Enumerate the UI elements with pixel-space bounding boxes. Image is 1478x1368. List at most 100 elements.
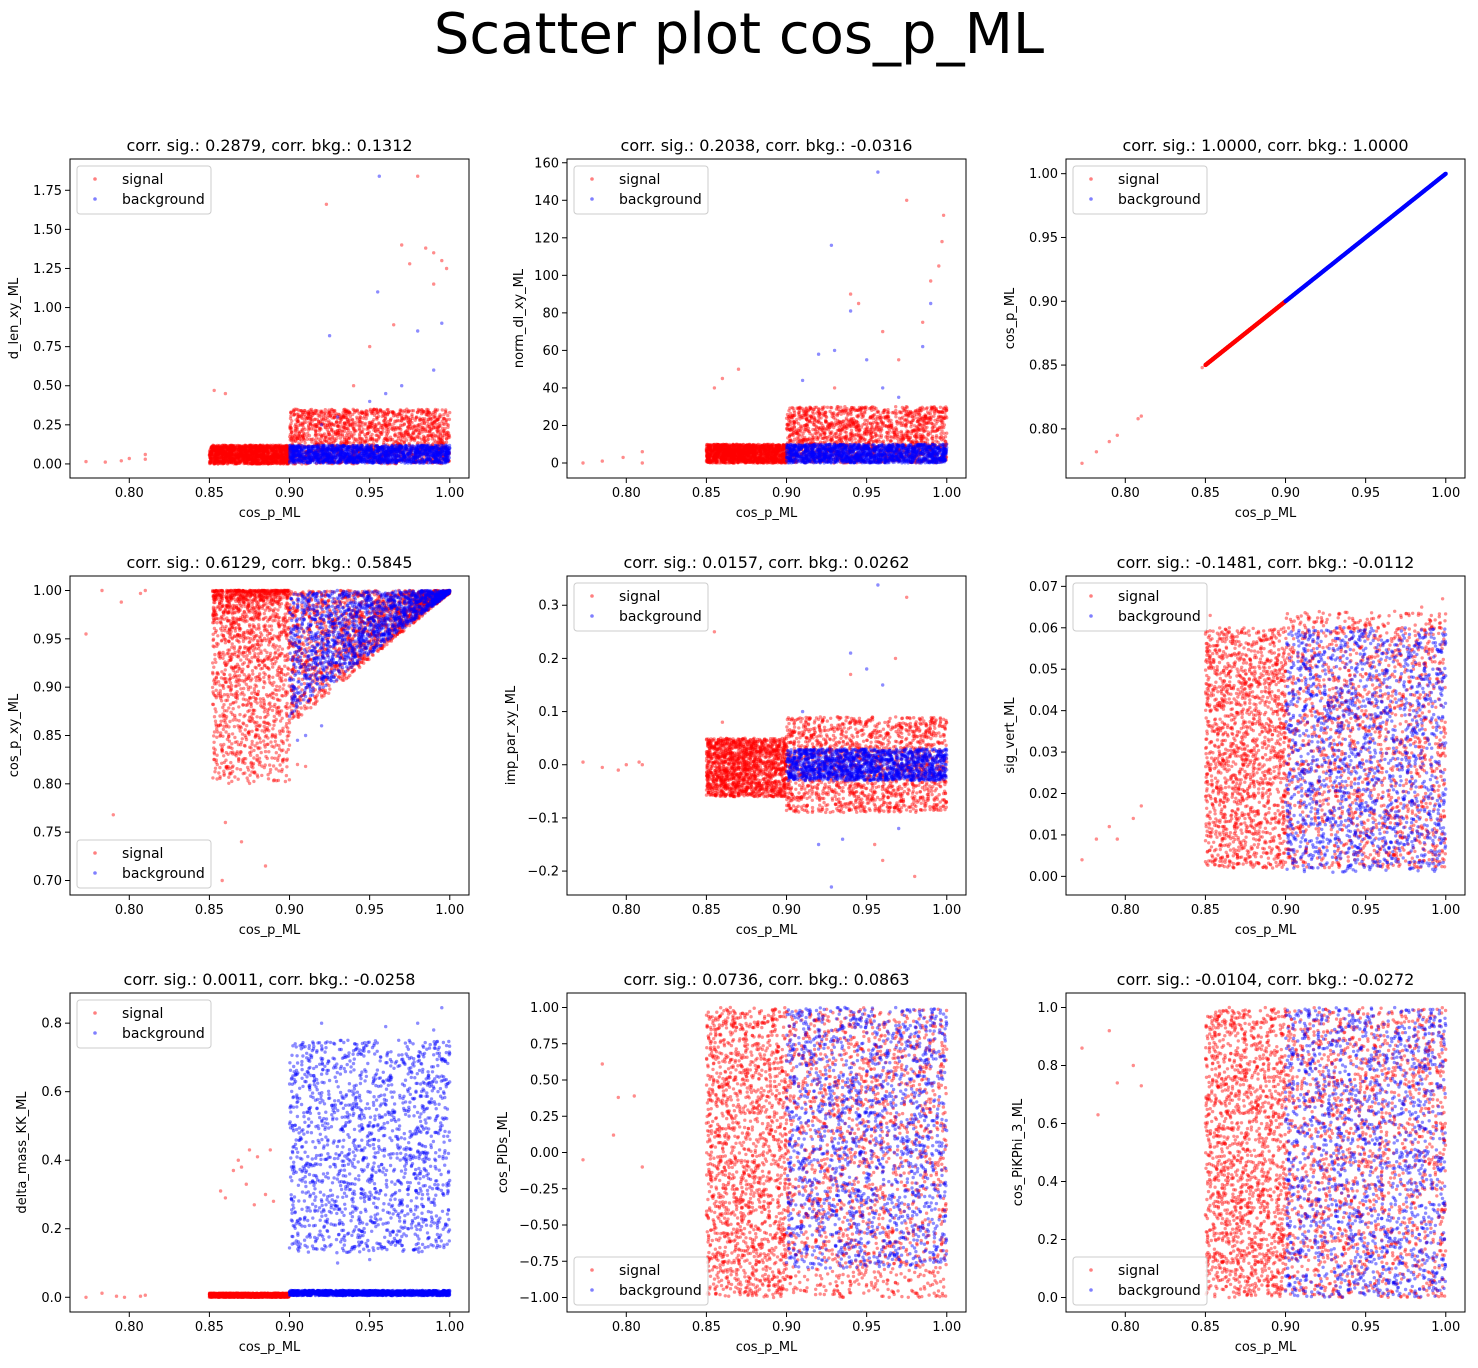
signal-point <box>252 460 256 464</box>
signal-point <box>217 452 221 456</box>
signal-point <box>244 450 248 454</box>
signal-point <box>389 417 393 421</box>
signal-point <box>224 444 228 448</box>
signal-point <box>254 457 258 461</box>
signal-point <box>280 456 284 460</box>
signal-point <box>221 456 225 460</box>
signal-point <box>261 460 265 465</box>
signal-point <box>225 460 230 464</box>
signal-point <box>256 461 260 465</box>
signal-point <box>238 458 242 462</box>
signal-point <box>276 455 281 459</box>
signal-point <box>242 454 247 459</box>
background-point <box>293 445 297 449</box>
signal-point <box>267 461 271 466</box>
signal-point <box>264 455 268 459</box>
signal-point <box>249 449 254 453</box>
signal-point <box>217 448 221 452</box>
signal-point <box>269 444 273 448</box>
signal-point <box>249 458 254 462</box>
signal-point <box>283 460 287 465</box>
signal-point <box>212 456 217 460</box>
signal-point <box>213 461 217 466</box>
signal-point <box>257 445 262 449</box>
signal-point <box>211 454 215 459</box>
signal-point <box>275 452 280 457</box>
signal-point <box>228 449 232 453</box>
signal-point <box>398 412 402 417</box>
signal-point <box>260 460 264 465</box>
signal-point <box>398 408 402 412</box>
signal-point <box>265 450 270 454</box>
signal-point <box>230 449 235 453</box>
signal-point <box>264 454 268 458</box>
signal-point <box>218 451 222 455</box>
signal-point <box>213 453 218 457</box>
signal-point <box>258 444 262 448</box>
signal-point <box>251 457 255 462</box>
signal-point <box>282 456 286 461</box>
signal-point <box>273 443 277 448</box>
background-point <box>291 449 296 453</box>
background-point <box>341 451 346 455</box>
signal-point <box>214 458 218 463</box>
signal-point <box>306 425 311 429</box>
signal-point <box>243 448 248 452</box>
signal-point <box>241 454 245 458</box>
signal-point <box>248 454 253 458</box>
signal-point <box>263 454 267 459</box>
signal-point <box>348 423 353 428</box>
signal-point <box>280 460 284 464</box>
signal-point <box>240 458 244 462</box>
signal-point <box>251 447 255 452</box>
signal-point <box>340 429 345 433</box>
signal-point <box>245 451 249 455</box>
signal-point <box>289 427 293 432</box>
signal-point <box>281 460 286 465</box>
signal-point <box>272 451 276 455</box>
signal-point <box>266 456 270 461</box>
signal-point <box>272 461 276 465</box>
signal-point <box>239 449 243 454</box>
signal-point <box>272 454 276 458</box>
signal-point <box>283 459 287 463</box>
signal-point <box>217 458 221 462</box>
signal-point <box>257 453 261 457</box>
signal-point <box>425 407 429 412</box>
signal-point <box>266 461 270 465</box>
signal-point <box>406 420 411 425</box>
signal-point <box>430 421 435 426</box>
signal-point <box>217 446 221 450</box>
background-point <box>439 453 443 457</box>
signal-point <box>212 458 217 462</box>
signal-point <box>285 447 290 451</box>
signal-point <box>242 461 246 466</box>
signal-point <box>234 445 238 450</box>
signal-point <box>280 448 284 452</box>
signal-point <box>253 455 258 460</box>
signal-point <box>286 458 290 462</box>
signal-point <box>227 450 232 455</box>
signal-point <box>236 444 240 448</box>
signal-point <box>269 456 274 460</box>
signal-point <box>218 446 222 450</box>
signal-point <box>224 449 228 454</box>
signal-point <box>221 449 226 453</box>
background-point <box>400 384 404 388</box>
signal-point <box>268 456 272 461</box>
signal-point <box>327 423 332 427</box>
signal-point <box>209 451 214 455</box>
signal-point <box>251 443 255 447</box>
signal-point <box>286 450 290 454</box>
signal-point <box>210 444 214 449</box>
signal-point <box>215 446 219 450</box>
signal-point <box>243 455 247 459</box>
signal-point <box>261 462 265 466</box>
signal-point <box>364 436 369 440</box>
signal-point <box>222 460 226 464</box>
signal-point <box>289 411 293 415</box>
signal-point <box>246 447 250 451</box>
signal-point <box>285 448 290 452</box>
signal-point <box>279 446 283 450</box>
signal-point <box>228 460 233 464</box>
